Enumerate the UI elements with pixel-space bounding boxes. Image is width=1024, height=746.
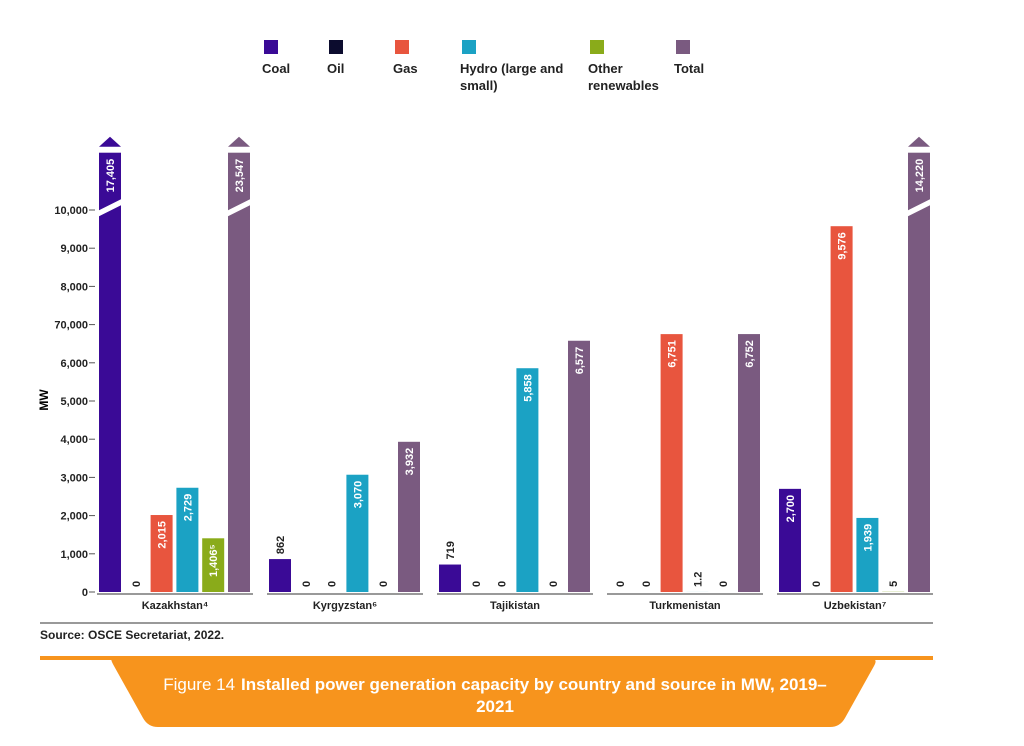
figure-number: Figure 14 xyxy=(163,675,236,694)
data-label: 6,577 xyxy=(574,347,586,375)
bar xyxy=(779,488,801,592)
legend-swatch xyxy=(264,40,278,54)
data-label: 14,220 xyxy=(914,159,926,193)
y-tick-label: 0 xyxy=(82,587,88,599)
axis-break xyxy=(907,198,931,217)
legend-label: Gas xyxy=(393,61,418,76)
data-label: 1,406⁵ xyxy=(208,544,220,577)
legend-swatch xyxy=(329,40,343,54)
data-label: 2,700 xyxy=(785,495,797,523)
bar xyxy=(346,474,369,592)
y-tick-label: 8,000 xyxy=(60,281,88,293)
overflow-arrow xyxy=(228,136,250,147)
data-label: 5 xyxy=(888,581,900,587)
axis-break xyxy=(227,198,251,217)
data-label: 3,070 xyxy=(352,481,364,509)
data-label: 0 xyxy=(548,581,560,587)
y-tick-label: 5,000 xyxy=(60,396,88,408)
data-label: 1,939 xyxy=(862,524,874,552)
legend-swatch xyxy=(676,40,690,54)
bar xyxy=(660,334,683,592)
y-tick-label: 10,000 xyxy=(54,205,88,217)
legend-item: Total xyxy=(674,40,734,77)
y-tick-label: 70,000 xyxy=(54,320,88,332)
bar xyxy=(176,487,199,592)
bar xyxy=(228,152,250,592)
bar xyxy=(150,515,173,592)
y-tick-label: 4,000 xyxy=(60,434,88,446)
data-label: 2,729 xyxy=(182,494,194,522)
bar xyxy=(439,564,461,592)
bar xyxy=(398,441,420,592)
data-label: 3,932 xyxy=(404,448,416,476)
overflow-arrow xyxy=(908,136,930,147)
y-tick-label: 1,000 xyxy=(60,549,88,561)
data-label: 862 xyxy=(275,536,287,554)
y-axis-label: MW xyxy=(37,389,51,411)
legend-label: Oil xyxy=(327,61,345,76)
banner xyxy=(111,659,876,727)
bar xyxy=(202,538,225,592)
axis-break xyxy=(98,198,122,217)
data-label: 1.2 xyxy=(692,572,704,587)
y-tick-label: 9,000 xyxy=(60,243,88,255)
source: Source: OSCE Secretariat, 2022. xyxy=(40,628,225,642)
x-tick-label: Kazakhstan⁴ xyxy=(142,600,209,612)
data-label: 17,405 xyxy=(105,159,117,193)
data-label: 0 xyxy=(811,581,823,587)
overflow-arrow xyxy=(99,136,121,147)
figure-caption: Figure 14 Installed power generation capa… xyxy=(150,674,840,718)
data-label: 0 xyxy=(471,581,483,587)
data-label: 0 xyxy=(615,581,627,587)
y-tick-label: 3,000 xyxy=(60,472,88,484)
x-tick-label: Uzbekistan⁷ xyxy=(824,600,887,612)
data-label: 0 xyxy=(378,581,390,587)
data-label: 0 xyxy=(131,581,143,587)
legend-label: Coal xyxy=(262,61,291,76)
bar xyxy=(568,340,590,592)
bar xyxy=(269,559,291,592)
legend-item: Oil xyxy=(327,40,387,77)
data-label: 5,858 xyxy=(522,374,534,402)
data-label: 0 xyxy=(641,581,653,587)
data-label: 0 xyxy=(327,581,339,587)
bar xyxy=(99,152,121,592)
x-tick-label: Kyrgyzstan⁶ xyxy=(313,600,377,612)
data-label: 6,751 xyxy=(667,340,679,368)
legend-swatch xyxy=(462,40,476,54)
x-tick-label: Tajikistan xyxy=(490,600,540,612)
data-label: 0 xyxy=(718,581,730,587)
legend-swatch xyxy=(395,40,409,54)
data-label: 9,576 xyxy=(837,232,849,260)
x-tick-label: Turkmenistan xyxy=(649,600,721,612)
data-label: 0 xyxy=(497,581,509,587)
y-tick-label: 2,000 xyxy=(60,511,88,523)
y-tick-label: 6,000 xyxy=(60,358,88,370)
data-label: 2,015 xyxy=(157,521,169,549)
bar xyxy=(830,226,853,593)
legend-item: Other renewables xyxy=(588,40,668,94)
legend-item: Gas xyxy=(393,40,453,77)
data-label: 6,752 xyxy=(744,340,756,368)
bar xyxy=(516,368,539,592)
legend-label: Hydro (large and small) xyxy=(460,61,564,93)
bar xyxy=(738,334,760,592)
data-label: 23,547 xyxy=(234,159,246,193)
bar xyxy=(908,152,930,592)
data-label: 0 xyxy=(301,581,313,587)
legend-item: Hydro (large and small) xyxy=(460,40,580,94)
bar xyxy=(856,517,879,592)
banner-rule xyxy=(40,656,933,660)
legend-swatch xyxy=(590,40,604,54)
legend-label: Other renewables xyxy=(588,61,659,93)
legend-label: Total xyxy=(674,61,705,76)
data-label: 719 xyxy=(445,541,457,559)
legend-item: Coal xyxy=(262,40,322,77)
chart-title: Installed power generation capacity by c… xyxy=(241,675,827,716)
